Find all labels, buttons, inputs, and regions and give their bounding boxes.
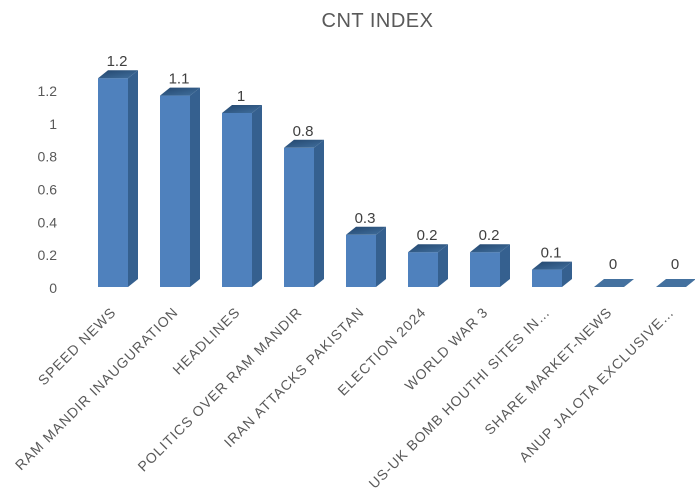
bar-side-face xyxy=(128,70,138,287)
bar-front-face xyxy=(98,78,128,287)
bar-top-face xyxy=(222,105,262,113)
bar-data-label: 1.1 xyxy=(169,71,190,88)
y-tick-label: 0.6 xyxy=(38,181,58,197)
bar-side-face xyxy=(376,226,386,287)
bar-data-label: 0.1 xyxy=(541,245,562,262)
bar-front-face xyxy=(160,95,190,287)
y-tick-label: 0 xyxy=(49,280,57,296)
bar-top-face xyxy=(470,244,510,253)
bar-front-face xyxy=(284,147,314,287)
category-label: SHARE MARKET-NEWS xyxy=(481,304,615,438)
bar-side-face xyxy=(190,87,200,287)
bar-top-face xyxy=(532,261,572,270)
y-tick-label: 1 xyxy=(49,116,57,132)
chart-title: CNT INDEX xyxy=(321,10,434,32)
bar-flat-base xyxy=(594,279,634,287)
bar-top-face xyxy=(98,70,138,79)
bar-data-label: 0 xyxy=(671,256,679,273)
bar-side-face xyxy=(314,139,324,287)
y-tick-label: 0.8 xyxy=(38,149,58,165)
bar-data-label: 0.3 xyxy=(355,210,376,227)
bar-front-face xyxy=(532,269,562,287)
bar-data-label: 0 xyxy=(609,256,617,273)
bar-front-face xyxy=(346,234,376,287)
bar-side-face xyxy=(562,261,572,287)
y-tick-label: 1.2 xyxy=(38,83,58,99)
bar-top-face xyxy=(284,139,324,148)
bar-data-label: 0.2 xyxy=(417,227,438,244)
y-tick-label: 0.4 xyxy=(38,214,58,230)
y-tick-label: 0.2 xyxy=(38,247,58,263)
bar-front-face xyxy=(470,252,500,287)
bar-front-face xyxy=(222,113,252,287)
bar-side-face xyxy=(438,244,448,287)
bar-top-face xyxy=(408,244,448,253)
bar-top-face xyxy=(160,87,200,96)
bar-side-face xyxy=(500,244,510,287)
bar-top-face xyxy=(346,226,386,235)
bar-data-label: 1.2 xyxy=(107,53,128,70)
bar-data-label: 0.2 xyxy=(479,227,500,244)
bar-data-label: 0.8 xyxy=(293,123,314,140)
bar-side-face xyxy=(252,105,262,287)
bar-data-label: 1 xyxy=(237,88,245,105)
bar-front-face xyxy=(408,252,438,287)
bar-flat-base xyxy=(656,279,695,287)
